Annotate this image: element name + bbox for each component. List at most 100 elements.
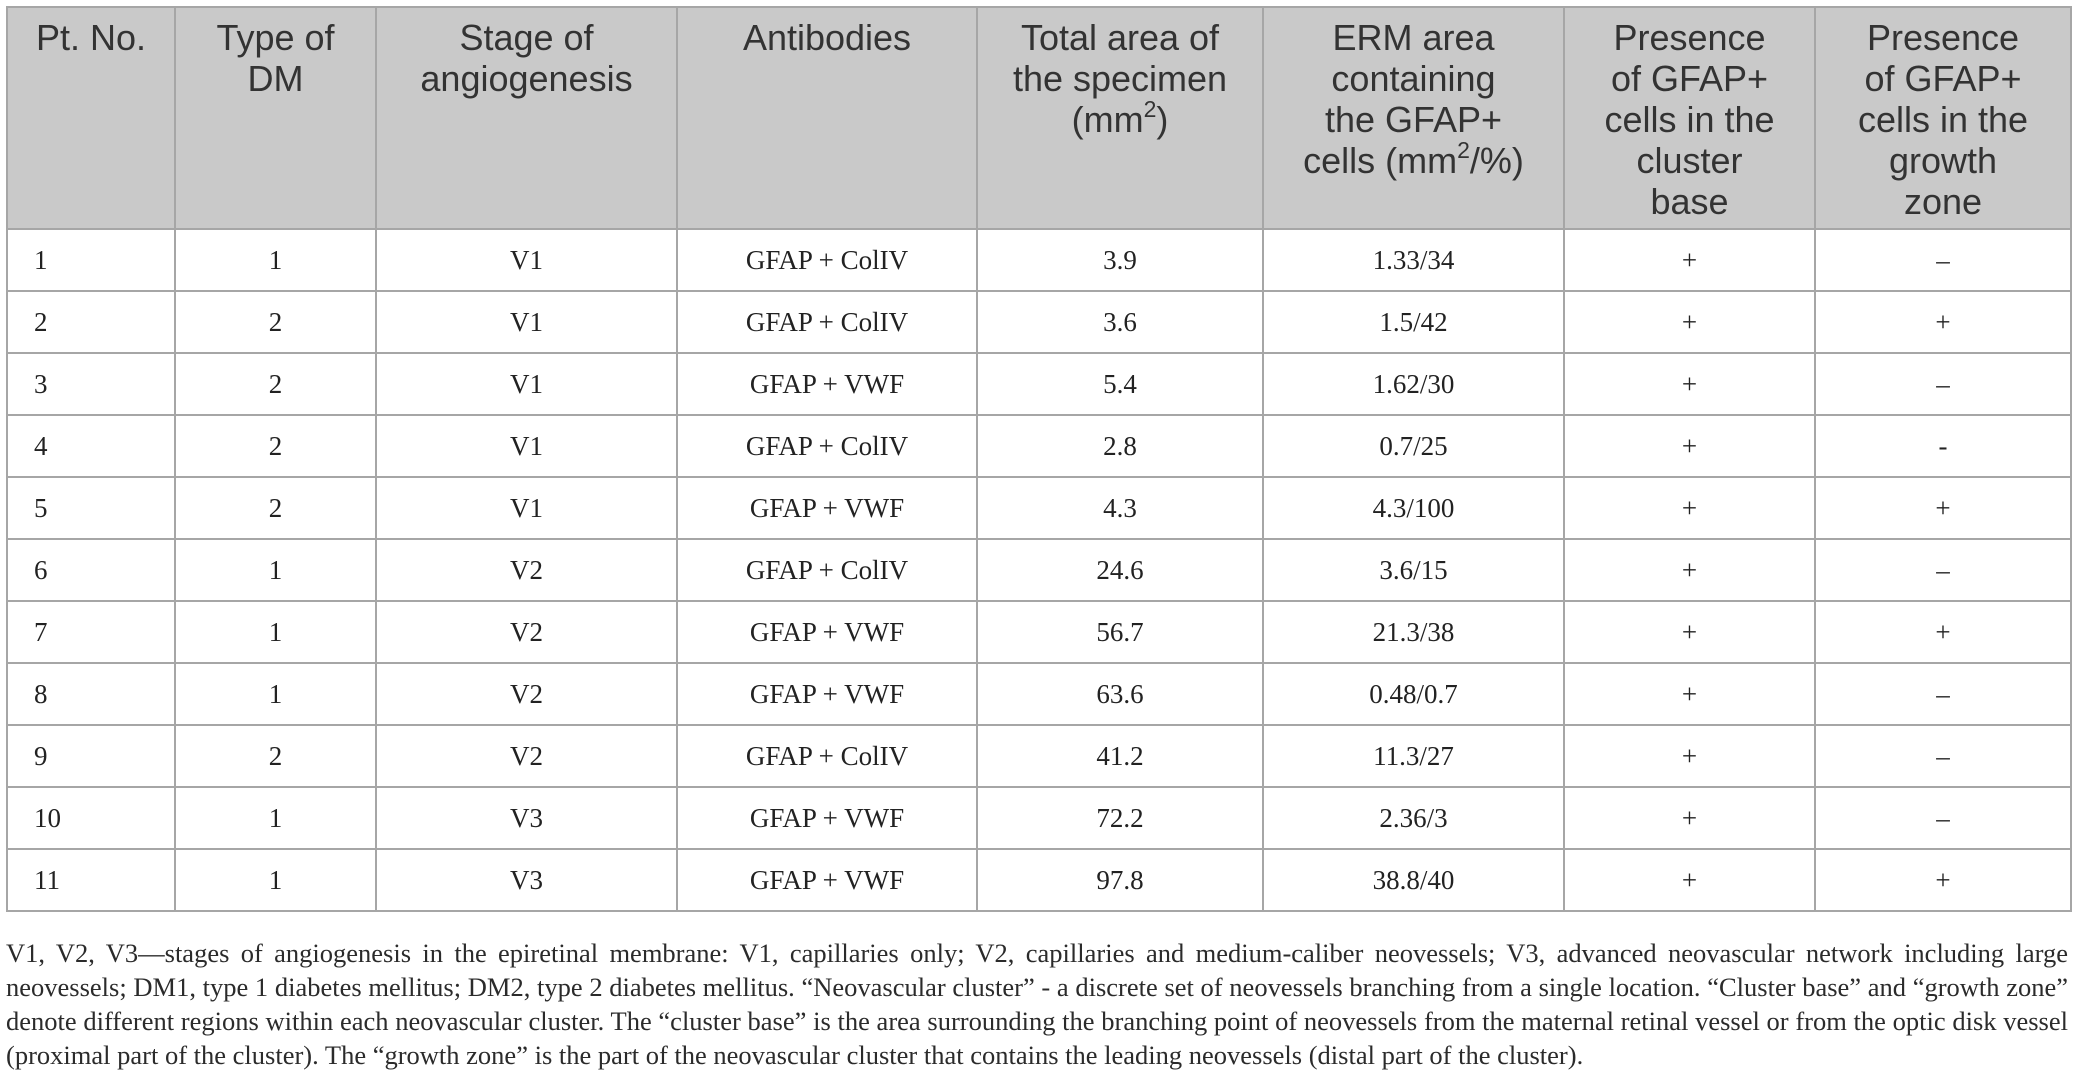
table-cell-type: 1 [174, 662, 377, 726]
table-cell-type: 1 [174, 228, 377, 292]
column-header-type: Type of DM [174, 6, 377, 230]
table-footnote: V1, V2, V3—stages of angiogenesis in the… [6, 938, 2068, 1070]
column-header-line: ERM area [1332, 17, 1495, 58]
column-header-line: growth [1888, 140, 1998, 181]
table-cell-pt: 9 [6, 724, 176, 788]
table-cell-stage: V3 [375, 848, 678, 912]
column-header-line: of GFAP+ [1864, 58, 2022, 99]
table-cell-pt: 4 [6, 414, 176, 478]
table-cell-pt: 1 [6, 228, 176, 292]
table-cell-erm: 0.48/0.7 [1262, 662, 1565, 726]
column-header-line: containing [1331, 58, 1496, 99]
table-row: 7 1 V2 GFAP + VWF 56.7 21.3/38 + + [6, 600, 2072, 664]
table-cell-growth: + [1814, 290, 2072, 354]
column-header-line: Antibodies [742, 17, 912, 58]
header-row: Pt. No. Type of DM Stage of angiogenesis Anti… [6, 6, 2072, 230]
column-header-line: DM [247, 58, 304, 99]
table-cell-base: + [1563, 352, 1816, 416]
column-header-line: the GFAP+ [1324, 99, 1503, 140]
table-cell-antibodies: GFAP + VWF [676, 662, 978, 726]
table-cell-base: + [1563, 724, 1816, 788]
table-cell-growth: + [1814, 600, 2072, 664]
table-cell-stage: V2 [375, 600, 678, 664]
table-cell-growth: – [1814, 786, 2072, 850]
table-cell-antibodies: GFAP + VWF [676, 848, 978, 912]
data-table: Pt. No. Type of DM Stage of angiogenesis Anti… [6, 6, 2072, 912]
column-header-stage: Stage of angiogenesis [375, 6, 678, 230]
table-row: 6 1 V2 GFAP + ColIV 24.6 3.6/15 + – [6, 538, 2072, 602]
column-header-line: base [1650, 181, 1729, 222]
table-row: 3 2 V1 GFAP + VWF 5.4 1.62/30 + – [6, 352, 2072, 416]
table-cell-growth: – [1814, 662, 2072, 726]
table-cell-base: + [1563, 228, 1816, 292]
column-header-line: angiogenesis [420, 58, 633, 99]
table-cell-type: 2 [174, 352, 377, 416]
table-cell-total: 2.8 [976, 414, 1264, 478]
table-cell-stage: V2 [375, 538, 678, 602]
column-header-line: cluster [1636, 140, 1743, 181]
column-header-line: of GFAP+ [1610, 58, 1769, 99]
table-cell-growth: + [1814, 476, 2072, 540]
column-header-line: Presence [1866, 17, 2020, 58]
table-cell-antibodies: GFAP + VWF [676, 786, 978, 850]
table-row: 5 2 V1 GFAP + VWF 4.3 4.3/100 + + [6, 476, 2072, 540]
table-row: 8 1 V2 GFAP + VWF 63.6 0.48/0.7 + – [6, 662, 2072, 726]
table-body: 1 1 V1 GFAP + ColIV 3.9 1.33/34 + –2 2 V1 GFAP + C… [6, 228, 2072, 912]
column-header-line: cells (mm2/%) [1303, 137, 1524, 182]
table-cell-antibodies: GFAP + ColIV [676, 228, 978, 292]
column-header-base: Presence of GFAP+ cells in the cluster base [1563, 6, 1816, 230]
table-cell-total: 3.6 [976, 290, 1264, 354]
column-header-line: Total area of [1020, 17, 1220, 58]
column-header-line: cells in the [1857, 99, 2029, 140]
table-cell-stage: V1 [375, 476, 678, 540]
table-cell-pt: 3 [6, 352, 176, 416]
table-cell-erm: 1.33/34 [1262, 228, 1565, 292]
table-cell-growth: + [1814, 848, 2072, 912]
table-cell-growth: - [1814, 414, 2072, 478]
table-cell-base: + [1563, 476, 1816, 540]
table-cell-type: 1 [174, 786, 377, 850]
table-cell-total: 56.7 [976, 600, 1264, 664]
table-cell-antibodies: GFAP + ColIV [676, 538, 978, 602]
table-cell-base: + [1563, 662, 1816, 726]
table-cell-total: 5.4 [976, 352, 1264, 416]
table-cell-stage: V3 [375, 786, 678, 850]
table-cell-stage: V1 [375, 228, 678, 292]
table-cell-base: + [1563, 848, 1816, 912]
table-cell-antibodies: GFAP + VWF [676, 476, 978, 540]
table-cell-antibodies: GFAP + VWF [676, 600, 978, 664]
table-cell-total: 4.3 [976, 476, 1264, 540]
table-cell-base: + [1563, 290, 1816, 354]
table-cell-type: 2 [174, 724, 377, 788]
table-cell-pt: 5 [6, 476, 176, 540]
table-cell-total: 24.6 [976, 538, 1264, 602]
table-cell-stage: V2 [375, 662, 678, 726]
table-cell-stage: V1 [375, 352, 678, 416]
column-header-line: the specimen [1012, 58, 1228, 99]
table-cell-erm: 0.7/25 [1262, 414, 1565, 478]
table-row: 11 1 V3 GFAP + VWF 97.8 38.8/40 + + [6, 848, 2072, 912]
table-row: 1 1 V1 GFAP + ColIV 3.9 1.33/34 + – [6, 228, 2072, 292]
table-cell-antibodies: GFAP + ColIV [676, 414, 978, 478]
table-cell-type: 1 [174, 600, 377, 664]
table-cell-antibodies: GFAP + ColIV [676, 290, 978, 354]
column-header-line: zone [1903, 181, 1983, 222]
table-row: 4 2 V1 GFAP + ColIV 2.8 0.7/25 + - [6, 414, 2072, 478]
column-header-line: Type of [216, 17, 335, 58]
table-header: Pt. No. Type of DM Stage of angiogenesis Anti… [6, 6, 2072, 230]
table-cell-type: 1 [174, 848, 377, 912]
table-cell-growth: – [1814, 352, 2072, 416]
column-header-line: cells in the [1604, 99, 1775, 140]
column-header-erm: ERM area containing the GFAP+ cells (mm2/%) [1262, 6, 1565, 230]
column-header-line: Stage of [459, 17, 594, 58]
column-header-line: (mm2) [1071, 96, 1169, 141]
table-row: 9 2 V2 GFAP + ColIV 41.2 11.3/27 + – [6, 724, 2072, 788]
table-cell-stage: V1 [375, 414, 678, 478]
table-cell-type: 1 [174, 538, 377, 602]
table-cell-growth: – [1814, 724, 2072, 788]
table-cell-erm: 3.6/15 [1262, 538, 1565, 602]
table-cell-pt: 10 [6, 786, 176, 850]
table-cell-pt: 7 [6, 600, 176, 664]
table-cell-type: 2 [174, 290, 377, 354]
table-cell-base: + [1563, 538, 1816, 602]
